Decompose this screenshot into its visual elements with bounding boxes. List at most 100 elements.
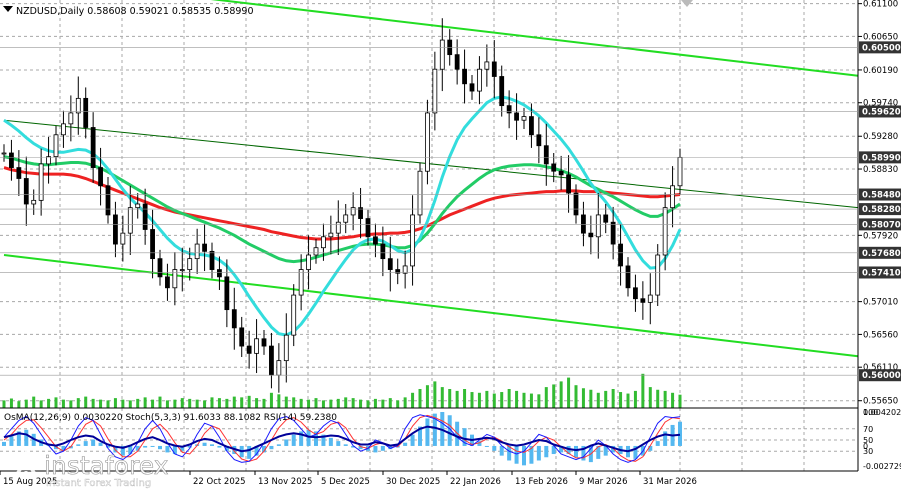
osma-bar [447,415,452,446]
volume-bar [69,400,73,408]
symbol-menu-triangle-icon[interactable] [3,6,13,12]
moving-average-line [3,95,682,337]
volume-bar [121,399,125,408]
shift-marker-icon[interactable] [681,0,693,7]
volume-bar [9,398,13,408]
volume-bar [403,397,407,408]
indicator-lines [3,414,681,463]
candle-body [625,265,631,289]
price-tag-box [859,246,901,259]
osma-bar [284,439,289,446]
candle-body [670,185,675,209]
volume-bar [76,398,80,408]
candle-body [246,345,252,354]
osma-bar [321,434,326,446]
osma-bar [492,445,497,451]
candle-body [373,236,378,245]
volume-bar [485,390,489,408]
trend-line[interactable] [4,0,859,77]
time-label: 22 Oct 2025 [193,477,246,487]
price-label: 0.59740 [863,99,898,109]
osma-bar [128,445,133,455]
time-axis[interactable]: 15 Aug 2025 22 Oct 2025 13 Nov 2025 5 Dec 2… [0,471,697,487]
volume-bar [17,401,21,408]
candle-body [380,243,386,260]
candle-body [283,334,289,362]
moving-average-line [3,155,681,264]
candle-body [410,214,415,267]
candle-body [536,134,542,147]
price-pane[interactable] [0,0,859,471]
trend-line[interactable] [3,119,859,209]
candle-body [432,68,438,114]
volume-bar [440,387,444,408]
volume-bar [143,397,147,408]
candle-body [462,68,467,85]
price-tag-box [859,369,901,382]
instaforex-watermark: instaforex Instant Forex Trading [12,450,169,489]
osma-bar [24,429,29,446]
osma-bar [158,445,162,450]
osma-bar [291,434,296,446]
time-label: 22 Jan 2026 [450,477,501,487]
candle-body [98,167,103,187]
osma-bar [247,445,252,459]
volume-bar [604,390,608,408]
osma-bar [98,442,103,446]
volume-bar [366,400,370,408]
price-label: 0.61100 [863,0,898,10]
volume-bar [106,400,110,408]
osma-bar [135,445,140,451]
indicator-pane[interactable] [0,412,858,466]
volume-bar [641,373,645,408]
trend-line[interactable] [3,254,859,358]
volume-bar [136,398,140,408]
candle-body [514,112,519,121]
candle-body [365,218,371,238]
candle-body [68,112,74,125]
volume-bar [470,392,474,408]
osma-bar [254,445,259,456]
candle-body [31,199,37,205]
candle-body [217,269,222,278]
price-label: 0.56110 [863,363,898,373]
symbol-info: NZDUSD,Daily 0.58608 0.59021 0.58535 0.5… [16,6,254,17]
osma-bar [522,445,526,466]
watermark-tagline: Instant Forex Trading [46,478,151,489]
price-label: 0.57920 [863,231,898,241]
osma-bar [432,413,437,446]
volume-bar [477,392,481,408]
osma-bar [269,445,274,450]
osma-bar [61,445,66,451]
time-label: 31 Mar 2026 [643,477,697,487]
osma-bar [224,445,229,451]
osma-bar [499,445,504,456]
candle-body [655,254,661,296]
candlesticks [1,18,683,393]
volume-bar [307,399,311,408]
osma-bar [388,445,393,450]
volume-bar [559,381,563,408]
osma-bar [314,431,318,446]
price-scale[interactable]: 0.61100 0.60650 0.60190 0.59740 0.59280 0.588… [858,0,898,407]
candle-body [202,243,207,252]
osma-bar [9,436,14,446]
candle-body [335,221,341,234]
candle-body [127,207,133,234]
volume-bar [54,397,58,408]
price-tag-label: 0.58280 [862,205,901,215]
osma-bar [507,445,512,461]
indicator-scale-label: 50 [863,436,873,445]
osma-bar [180,445,185,451]
candle-body [90,127,96,168]
price-tag-label: 0.60500 [862,43,901,53]
watermark-brand: instaforex [44,451,169,480]
candle-body [276,360,282,376]
trend-lines[interactable] [3,0,859,358]
volume-bar [128,400,132,408]
candle-body [157,258,163,278]
price-tag-box [859,41,901,54]
